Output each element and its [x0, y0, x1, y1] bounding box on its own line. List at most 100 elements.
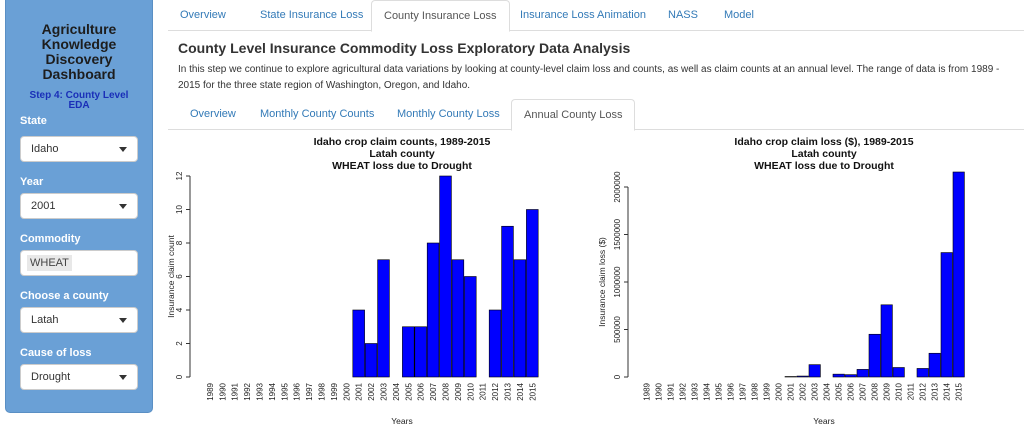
- x-tick-label: 1995: [280, 382, 289, 400]
- x-tick-label: 1991: [667, 382, 676, 400]
- subtab-monthly-county-counts[interactable]: Monthly County Counts: [260, 108, 375, 120]
- x-tick-label: 2001: [787, 382, 796, 400]
- x-tick-label: 1997: [305, 382, 314, 400]
- step-line: EDA: [68, 100, 90, 111]
- cause-select[interactable]: Drought: [20, 364, 138, 390]
- bar: [916, 368, 929, 378]
- bar: [526, 209, 539, 378]
- subtab-overview[interactable]: Overview: [190, 108, 236, 120]
- state-select-value: Idaho: [31, 143, 59, 155]
- x-tick-label: 2012: [919, 382, 928, 400]
- x-tick-label: 1996: [293, 382, 302, 400]
- chevron-down-icon: [119, 374, 127, 380]
- main-tabs: Overview State Insurance Loss County Ins…: [168, 0, 1024, 32]
- x-tick-label: 1989: [643, 382, 652, 400]
- x-tick-label: 1994: [268, 382, 277, 400]
- subtab-annual-county-loss[interactable]: Annual County Loss: [511, 99, 636, 131]
- sidebar-panel: Agriculture Knowledge Discovery Dashboar…: [5, 0, 153, 413]
- x-tick-label: 2008: [871, 382, 880, 400]
- bar: [426, 242, 440, 378]
- claim-counts-chart: Idaho crop claim counts, 1989-2015Latah …: [166, 136, 539, 426]
- year-select[interactable]: 2001: [20, 193, 138, 219]
- chart-title: Latah county: [369, 148, 434, 160]
- cause-select-value: Drought: [31, 371, 71, 383]
- x-tick-label: 2003: [380, 382, 389, 400]
- bar: [402, 326, 415, 378]
- chart-title: WHEAT loss due to Drought: [332, 160, 472, 172]
- x-tick-label: 2011: [479, 382, 488, 400]
- x-tick-label: 2006: [417, 382, 426, 400]
- x-tick-label: 2007: [859, 382, 868, 400]
- bar: [513, 259, 527, 378]
- page-title: County Level Insurance Commodity Loss Ex…: [178, 40, 631, 56]
- bar: [488, 309, 502, 378]
- chevron-down-icon: [119, 146, 127, 152]
- chevron-down-icon: [119, 317, 127, 323]
- x-tick-label: 2013: [931, 382, 940, 400]
- x-tick-label: 2008: [442, 382, 451, 400]
- x-tick-label: 2000: [342, 382, 351, 400]
- y-tick-label: 500000: [613, 316, 622, 343]
- bar: [928, 352, 941, 378]
- step-label: Step 4: County Level EDA: [20, 91, 138, 111]
- x-tick-label: 2009: [883, 382, 892, 400]
- y-tick-label: 10: [175, 205, 184, 214]
- x-tick-label: 2009: [454, 382, 463, 400]
- y-tick-label: 4: [175, 307, 184, 312]
- commodity-tag: WHEAT: [27, 255, 72, 271]
- app-title-line: Knowledge: [41, 36, 117, 52]
- x-tick-label: 2014: [943, 382, 952, 400]
- x-tick-label: 1991: [231, 382, 240, 400]
- app-title-line: Dashboard: [42, 66, 116, 82]
- app-title-line: Discovery: [45, 51, 113, 67]
- subtab-monthly-county-loss[interactable]: Monthly County Loss: [397, 108, 500, 120]
- tab-insurance-loss-animation[interactable]: Insurance Loss Animation: [520, 9, 646, 21]
- x-tick-label: 1993: [256, 382, 265, 400]
- x-tick-label: 1992: [679, 382, 688, 400]
- x-tick-label: 2003: [811, 382, 820, 400]
- bar: [856, 369, 869, 378]
- tab-model[interactable]: Model: [724, 9, 754, 21]
- x-tick-label: 1990: [655, 382, 664, 400]
- bar: [880, 304, 893, 378]
- bar: [808, 364, 821, 378]
- year-label: Year: [20, 176, 44, 188]
- tab-state-insurance-loss[interactable]: State Insurance Loss: [260, 9, 364, 21]
- x-axis-label: Years: [391, 416, 412, 426]
- x-tick-label: 2010: [895, 382, 904, 400]
- x-tick-label: 2014: [516, 382, 525, 400]
- x-tick-label: 2015: [955, 382, 964, 400]
- county-select[interactable]: Latah: [20, 307, 138, 333]
- x-tick-label: 2005: [404, 382, 413, 400]
- x-tick-label: 1997: [739, 382, 748, 400]
- y-tick-label: 0: [613, 374, 622, 379]
- x-axis-label: Years: [813, 416, 834, 426]
- x-tick-label: 2004: [392, 382, 401, 400]
- commodity-label: Commodity: [20, 233, 81, 245]
- x-tick-label: 1993: [691, 382, 700, 400]
- year-select-value: 2001: [31, 200, 56, 212]
- bar: [414, 326, 427, 378]
- y-tick-label: 1500000: [613, 218, 622, 250]
- chart-title: Idaho crop claim counts, 1989-2015: [314, 136, 491, 148]
- y-tick-label: 12: [175, 171, 184, 180]
- bar: [439, 175, 452, 378]
- y-axis-label: Insurance claim count: [166, 235, 176, 318]
- y-tick-label: 0: [175, 374, 184, 379]
- state-label: State: [20, 115, 47, 127]
- bar: [952, 171, 965, 378]
- chart-title: WHEAT loss due to Drought: [754, 160, 894, 172]
- tab-county-insurance-loss[interactable]: County Insurance Loss: [371, 0, 510, 32]
- x-tick-label: 2015: [528, 382, 537, 400]
- commodity-input[interactable]: WHEAT: [20, 250, 138, 276]
- x-tick-label: 2010: [466, 382, 475, 400]
- chevron-down-icon: [119, 203, 127, 209]
- x-tick-label: 2011: [907, 382, 916, 400]
- x-tick-label: 1999: [763, 382, 772, 400]
- chart-title: Latah county: [791, 148, 856, 160]
- bar: [352, 309, 365, 378]
- state-select[interactable]: Idaho: [20, 136, 138, 162]
- tab-nass[interactable]: NASS: [668, 9, 698, 21]
- tab-overview[interactable]: Overview: [180, 9, 226, 21]
- y-tick-label: 1000000: [613, 266, 622, 298]
